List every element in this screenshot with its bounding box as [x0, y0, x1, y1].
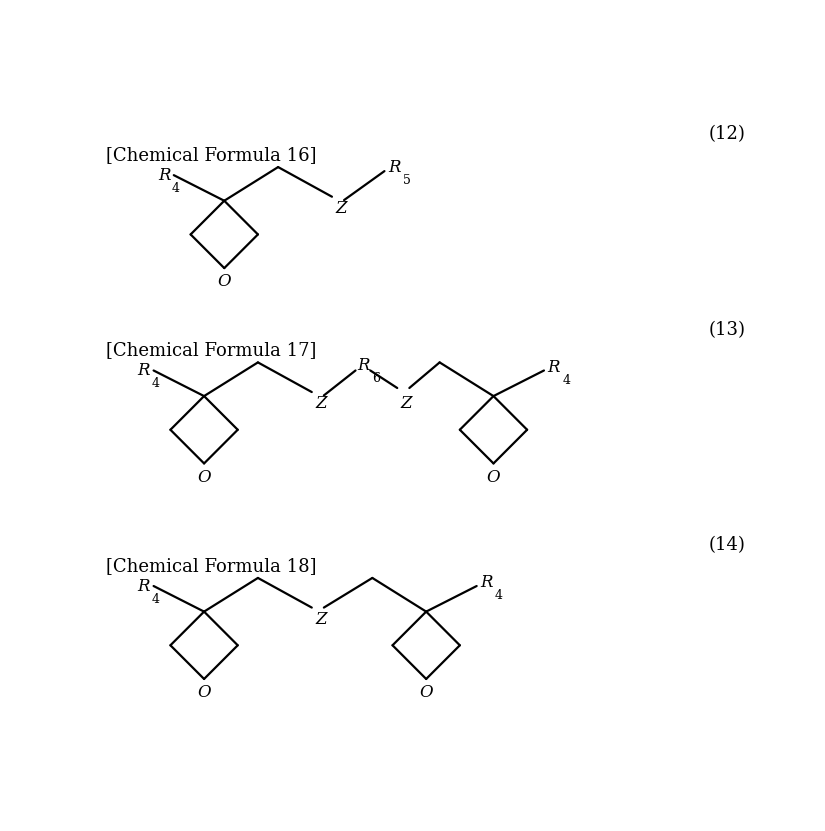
Text: R: R	[158, 167, 171, 184]
Text: [Chemical Formula 16]: [Chemical Formula 16]	[106, 145, 317, 164]
Text: O: O	[487, 469, 500, 486]
Text: R: R	[138, 578, 150, 594]
Text: Z: Z	[315, 611, 327, 628]
Text: (14): (14)	[709, 536, 746, 554]
Text: R: R	[388, 160, 400, 176]
Text: (12): (12)	[709, 125, 746, 144]
Text: Z: Z	[335, 200, 346, 217]
Text: O: O	[197, 685, 211, 701]
Text: 4: 4	[495, 589, 502, 602]
Text: Z: Z	[401, 395, 412, 411]
Text: O: O	[218, 273, 231, 291]
Text: [Chemical Formula 17]: [Chemical Formula 17]	[106, 341, 317, 359]
Text: O: O	[197, 469, 211, 486]
Text: 4: 4	[562, 374, 570, 387]
Text: 5: 5	[403, 175, 411, 188]
Text: 4: 4	[152, 377, 159, 391]
Text: 4: 4	[172, 182, 180, 195]
Text: 4: 4	[152, 593, 159, 606]
Text: Z: Z	[315, 396, 327, 412]
Text: R: R	[138, 362, 150, 379]
Text: (13): (13)	[709, 321, 746, 339]
Text: O: O	[419, 685, 433, 701]
Text: R: R	[547, 359, 560, 376]
Text: R: R	[480, 574, 493, 591]
Text: R: R	[357, 356, 370, 374]
Text: [Chemical Formula 18]: [Chemical Formula 18]	[106, 557, 317, 574]
Text: 6: 6	[371, 371, 380, 385]
